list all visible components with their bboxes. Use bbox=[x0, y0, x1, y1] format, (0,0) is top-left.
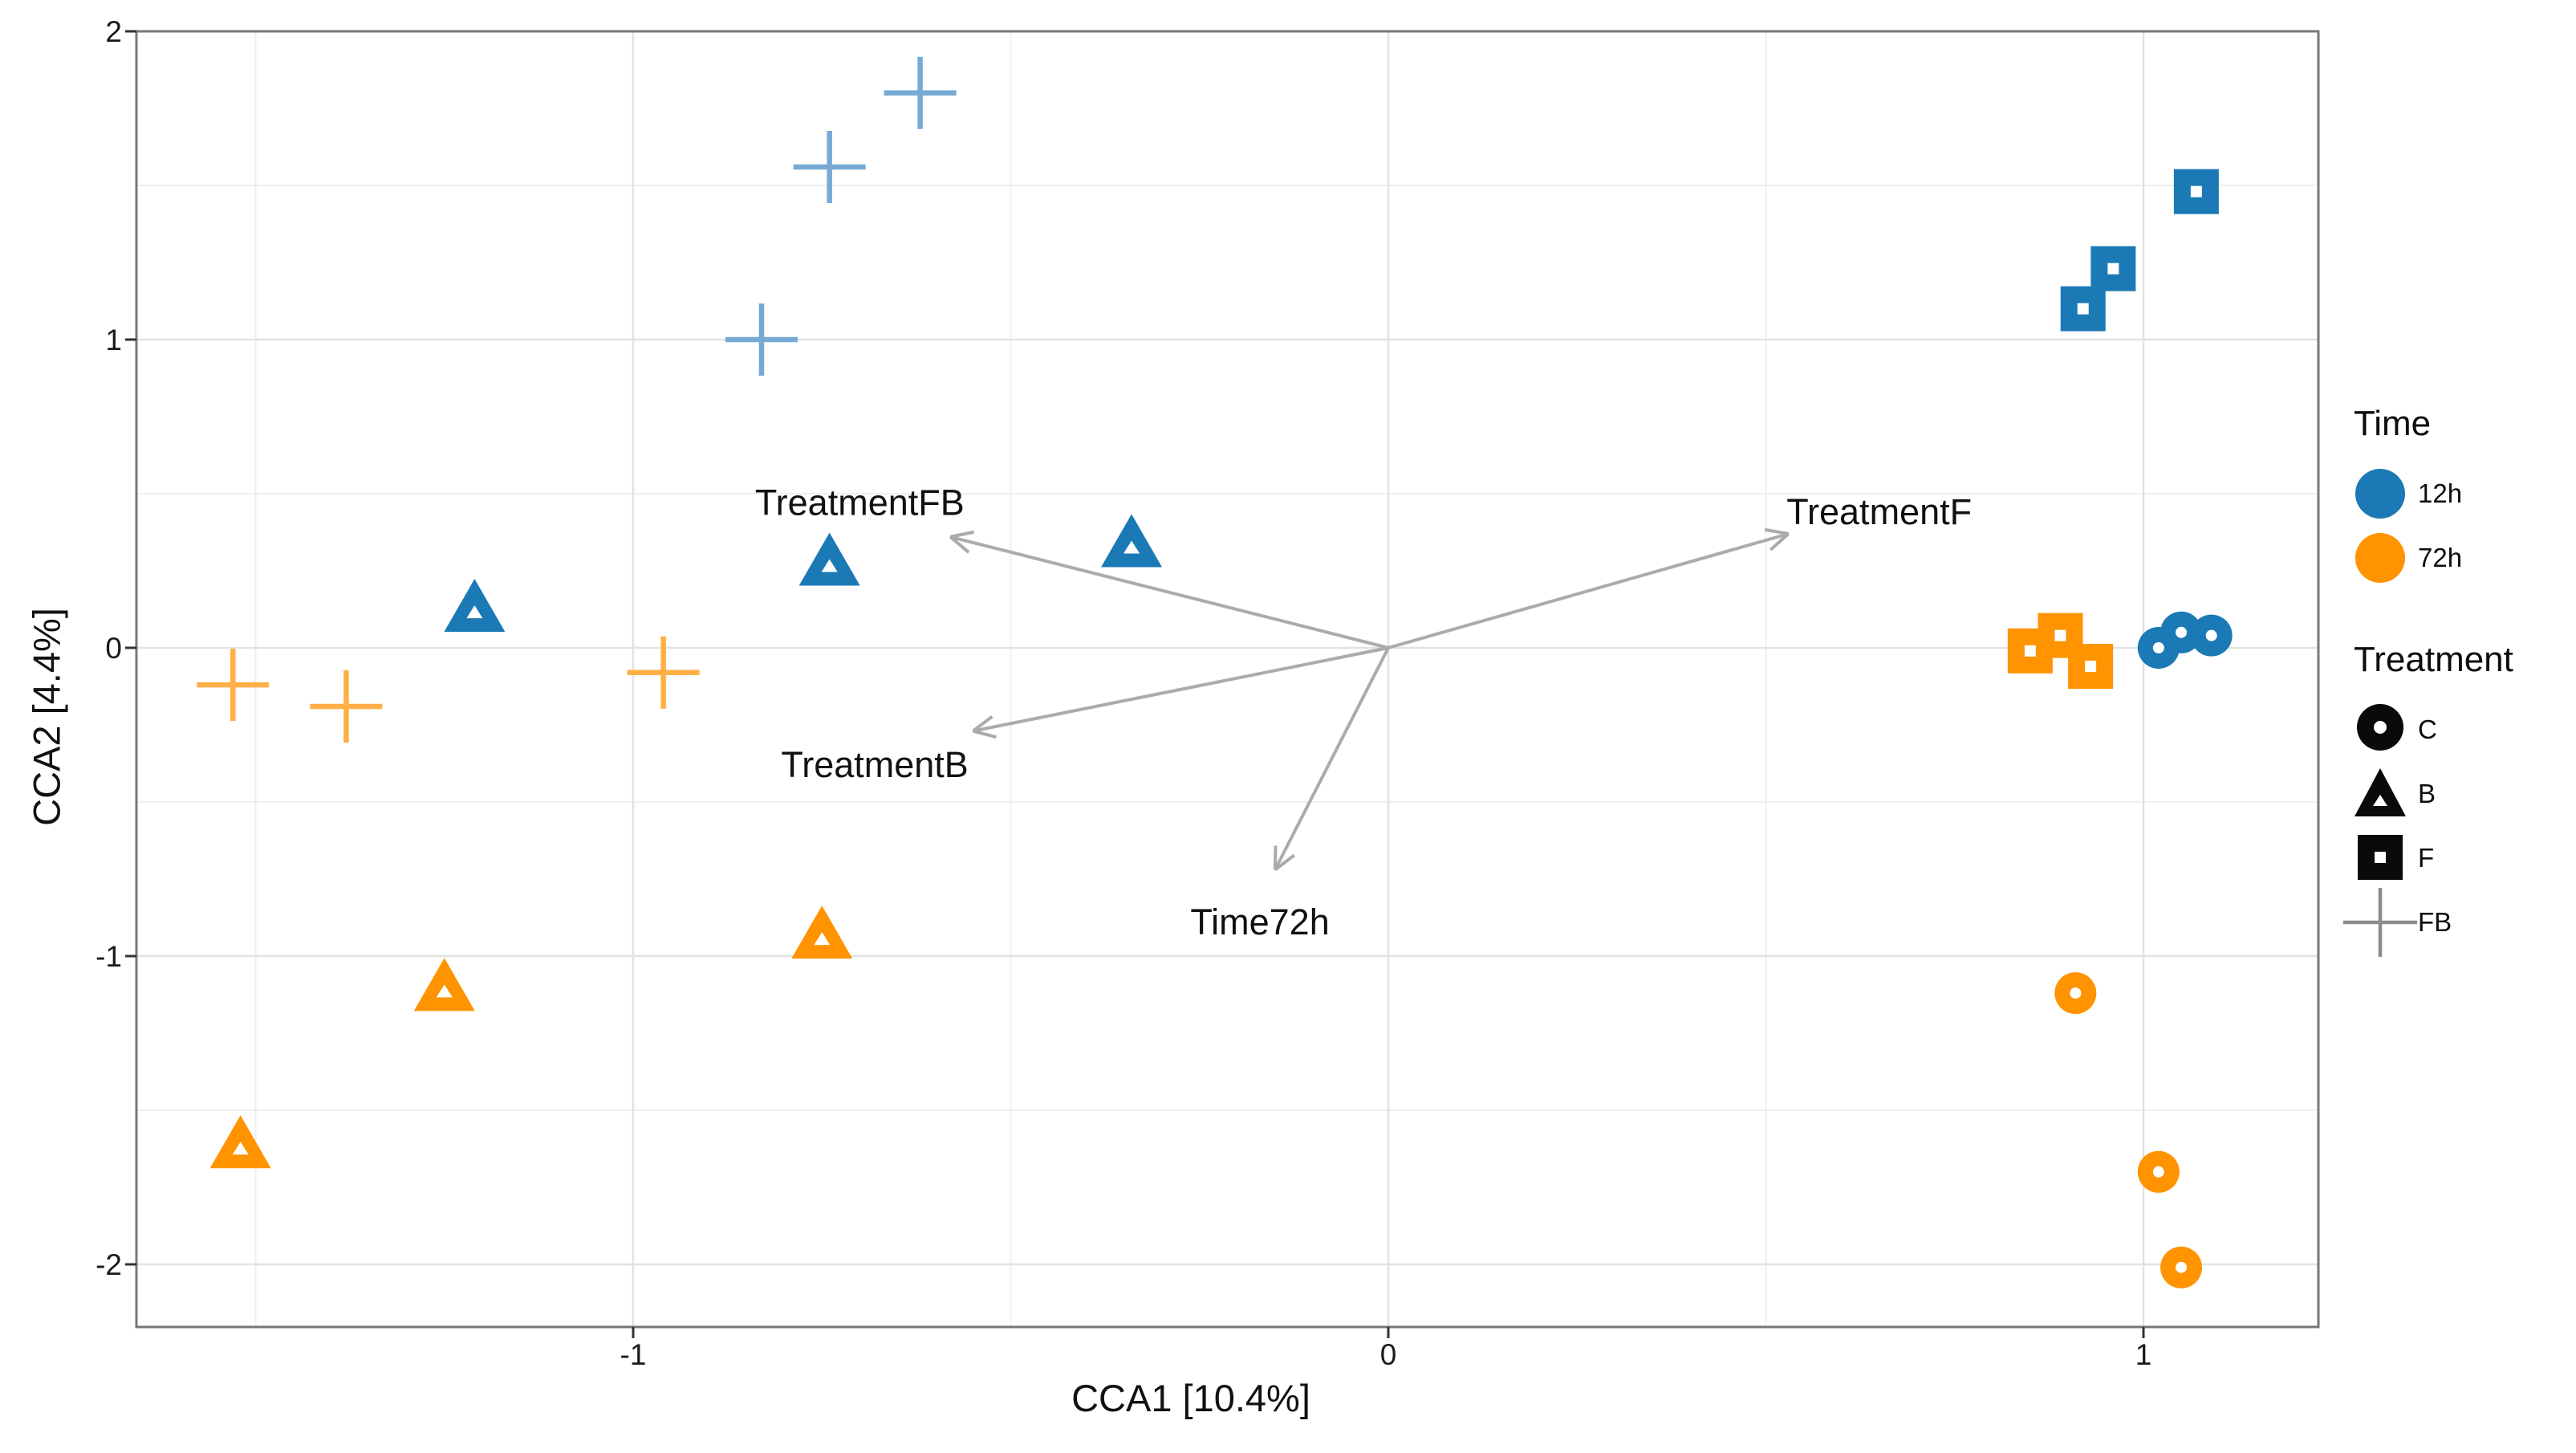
x-tick-label: -1 bbox=[620, 1338, 647, 1371]
biplot-arrowhead bbox=[972, 729, 997, 739]
biplot-arrow-label-TreatmentB: TreatmentB bbox=[781, 744, 968, 785]
x-tick-label: 0 bbox=[1380, 1338, 1397, 1371]
legend-72h-circle-icon bbox=[2355, 533, 2405, 583]
biplot-arrow-Time72h bbox=[1274, 647, 1390, 871]
x-tick-label: 1 bbox=[2135, 1338, 2152, 1371]
marker-12h-B-2-triangle-marker-dot bbox=[1123, 540, 1140, 554]
marker-12h-B-0-triangle-marker-dot bbox=[466, 605, 483, 619]
biplot-arrowhead bbox=[1764, 527, 1790, 535]
biplot-arrow-TreatmentF bbox=[1388, 531, 1790, 649]
biplot-arrowhead bbox=[949, 530, 975, 539]
marker-72h-FB-0-plus-marker bbox=[197, 649, 270, 722]
biplot-arrowhead bbox=[1273, 845, 1278, 870]
x-axis-title: CCA1 [10.4%] bbox=[1071, 1377, 1310, 1419]
panel-border bbox=[135, 30, 2320, 1329]
marker-12h-C-0-circle-marker-dot bbox=[2152, 642, 2164, 653]
marker-72h-F-2-square-marker-dot bbox=[2085, 661, 2097, 673]
legend: Time 12h 72h Treatment bbox=[2343, 399, 2576, 957]
legend-item-fb: FB bbox=[2343, 888, 2576, 957]
legend-f-square-icon bbox=[2358, 835, 2403, 880]
marker-12h-FB-2-plus-marker bbox=[884, 56, 957, 129]
legend-fb-plus-icon bbox=[2343, 888, 2417, 957]
marker-12h-C-2-circle-marker-dot bbox=[2205, 629, 2217, 641]
y-axis-title: CCA2 [4.4%] bbox=[25, 608, 68, 826]
biplot-arrow-label-Time72h: Time72h bbox=[1190, 902, 1329, 942]
legend-item-label: B bbox=[2418, 779, 2436, 808]
legend-item-12h: 12h bbox=[2354, 462, 2576, 526]
legend-item-label: 72h bbox=[2418, 543, 2463, 572]
legend-item-label: C bbox=[2418, 714, 2437, 744]
legend-c-circle-icon bbox=[2357, 704, 2403, 751]
legend-item-c: C bbox=[2354, 698, 2576, 762]
marker-72h-B-1-triangle-marker-dot bbox=[436, 984, 453, 998]
marker-12h-F-0-square-marker-dot bbox=[2077, 303, 2089, 315]
legend-item-72h: 72h bbox=[2354, 526, 2576, 590]
marker-12h-FB-0-plus-marker bbox=[793, 130, 866, 203]
marker-12h-C-1-circle-marker-dot bbox=[2176, 626, 2188, 638]
legend-item-label: 12h bbox=[2418, 478, 2463, 508]
biplot-arrow-TreatmentB bbox=[973, 646, 1389, 733]
marker-12h-B-1-triangle-marker-dot bbox=[821, 559, 838, 572]
marker-12h-FB-1-plus-marker bbox=[725, 303, 798, 376]
y-tick-label: 1 bbox=[105, 324, 122, 356]
marker-72h-B-0-triangle-marker-dot bbox=[232, 1142, 249, 1155]
legend-treatment-group: Treatment C B F bbox=[2343, 635, 2576, 957]
legend-12h-circle-icon bbox=[2355, 469, 2405, 519]
biplot-arrowhead bbox=[972, 714, 993, 733]
marker-72h-B-2-triangle-marker-dot bbox=[814, 932, 831, 946]
y-tick-label: -1 bbox=[95, 940, 122, 973]
marker-72h-FB-2-plus-marker bbox=[627, 636, 700, 709]
marker-72h-F-1-square-marker-dot bbox=[2054, 629, 2066, 641]
legend-item-label: F bbox=[2418, 843, 2435, 873]
legend-item-b: B bbox=[2354, 762, 2576, 826]
legend-time-title: Time bbox=[2354, 404, 2432, 443]
biplot-arrowhead bbox=[1769, 532, 1790, 551]
y-tick-label: -2 bbox=[95, 1248, 122, 1281]
marker-12h-F-2-square-marker-dot bbox=[2190, 185, 2202, 197]
marker-12h-F-1-square-marker-dot bbox=[2107, 263, 2119, 275]
legend-item-label: FB bbox=[2418, 907, 2452, 937]
legend-item-f: F bbox=[2354, 826, 2576, 890]
marker-72h-C-0-circle-marker-dot bbox=[2070, 987, 2082, 999]
marker-72h-FB-1-plus-marker bbox=[310, 670, 383, 743]
marker-72h-F-0-square-marker-dot bbox=[2024, 645, 2036, 657]
marker-72h-C-2-circle-marker-dot bbox=[2176, 1261, 2188, 1273]
biplot-arrowhead bbox=[949, 535, 970, 554]
biplot-arrowhead bbox=[1274, 853, 1295, 872]
legend-time-group: Time 12h 72h bbox=[2354, 399, 2576, 590]
legend-b-triangle-icon bbox=[2355, 768, 2406, 816]
y-tick-label: 2 bbox=[105, 15, 122, 48]
biplot-arrow-label-TreatmentF: TreatmentF bbox=[1786, 491, 1972, 532]
biplot-arrow-label-TreatmentFB: TreatmentFB bbox=[755, 482, 965, 523]
y-tick-label: 0 bbox=[105, 632, 122, 665]
biplot-arrow-TreatmentFB bbox=[949, 535, 1389, 649]
marker-72h-C-1-circle-marker-dot bbox=[2152, 1166, 2164, 1178]
legend-treatment-title: Treatment bbox=[2354, 640, 2513, 679]
